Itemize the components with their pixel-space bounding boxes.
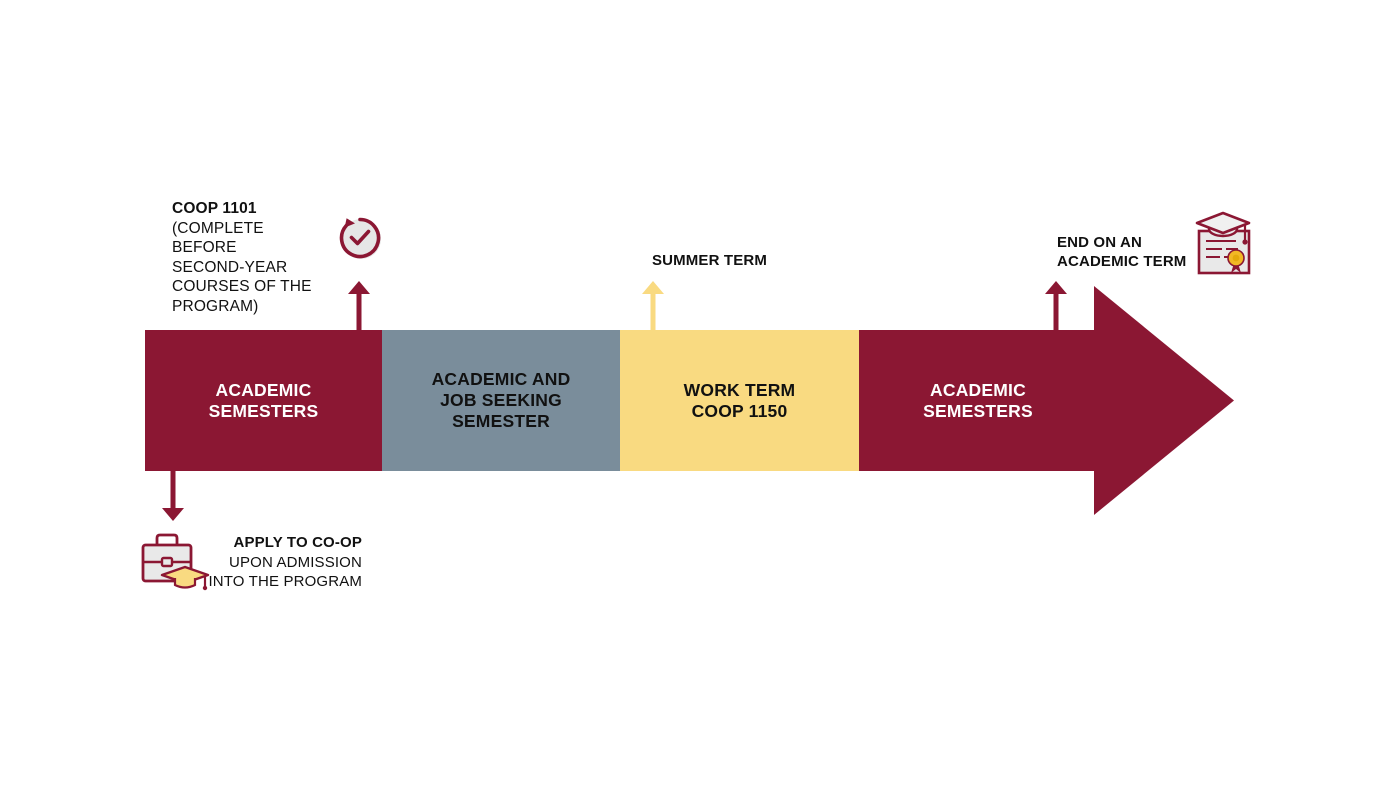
segment-academic-semesters-2: ACADEMIC SEMESTERS (859, 330, 1097, 471)
graduation-diploma-icon (1190, 207, 1262, 279)
annotation-summer-term: SUMMER TERM (612, 251, 807, 271)
segment-academic-semesters-1: ACADEMIC SEMESTERS (145, 330, 382, 471)
timeline-arrowhead (1094, 286, 1234, 515)
annotation-heading: COOP 1101 (172, 200, 257, 217)
annotation-body: UPON ADMISSION INTO THE PROGRAM (208, 553, 362, 591)
annotation-coop1101: COOP 1101 (COMPLETE BEFORE SECOND-YEAR C… (172, 199, 332, 316)
annotation-end-on-academic-term: END ON AN ACADEMIC TERM (1057, 234, 1207, 271)
annotation-heading: END ON AN ACADEMIC TERM (1057, 234, 1187, 270)
segment-label: ACADEMIC SEMESTERS (923, 379, 1033, 421)
annotation-heading: APPLY TO CO-OP (233, 534, 362, 551)
briefcase-graduation-icon (135, 531, 213, 591)
arrow-down-icon-apply-to-coop (159, 469, 187, 521)
check-circle-icon (334, 212, 386, 264)
annotation-body: (COMPLETE BEFORE SECOND-YEAR COURSES OF … (172, 219, 312, 315)
segment-work-term-coop-1150: WORK TERM COOP 1150 (620, 330, 859, 471)
annotation-apply-to-coop: APPLY TO CO-OP UPON ADMISSION INTO THE P… (120, 533, 362, 592)
arrow-up-icon-coop1101 (345, 281, 373, 333)
segment-label: ACADEMIC SEMESTERS (208, 379, 319, 421)
segment-label: WORK TERM COOP 1150 (683, 379, 796, 421)
arrow-up-icon-end-on-academic-term (1042, 281, 1070, 333)
arrow-up-icon-summer-term (639, 281, 667, 333)
segment-label: ACADEMIC AND JOB SEEKING SEMESTER (431, 369, 571, 431)
segment-academic-and-job-seeking-semester: ACADEMIC AND JOB SEEKING SEMESTER (382, 330, 620, 471)
annotation-heading: SUMMER TERM (652, 252, 767, 269)
